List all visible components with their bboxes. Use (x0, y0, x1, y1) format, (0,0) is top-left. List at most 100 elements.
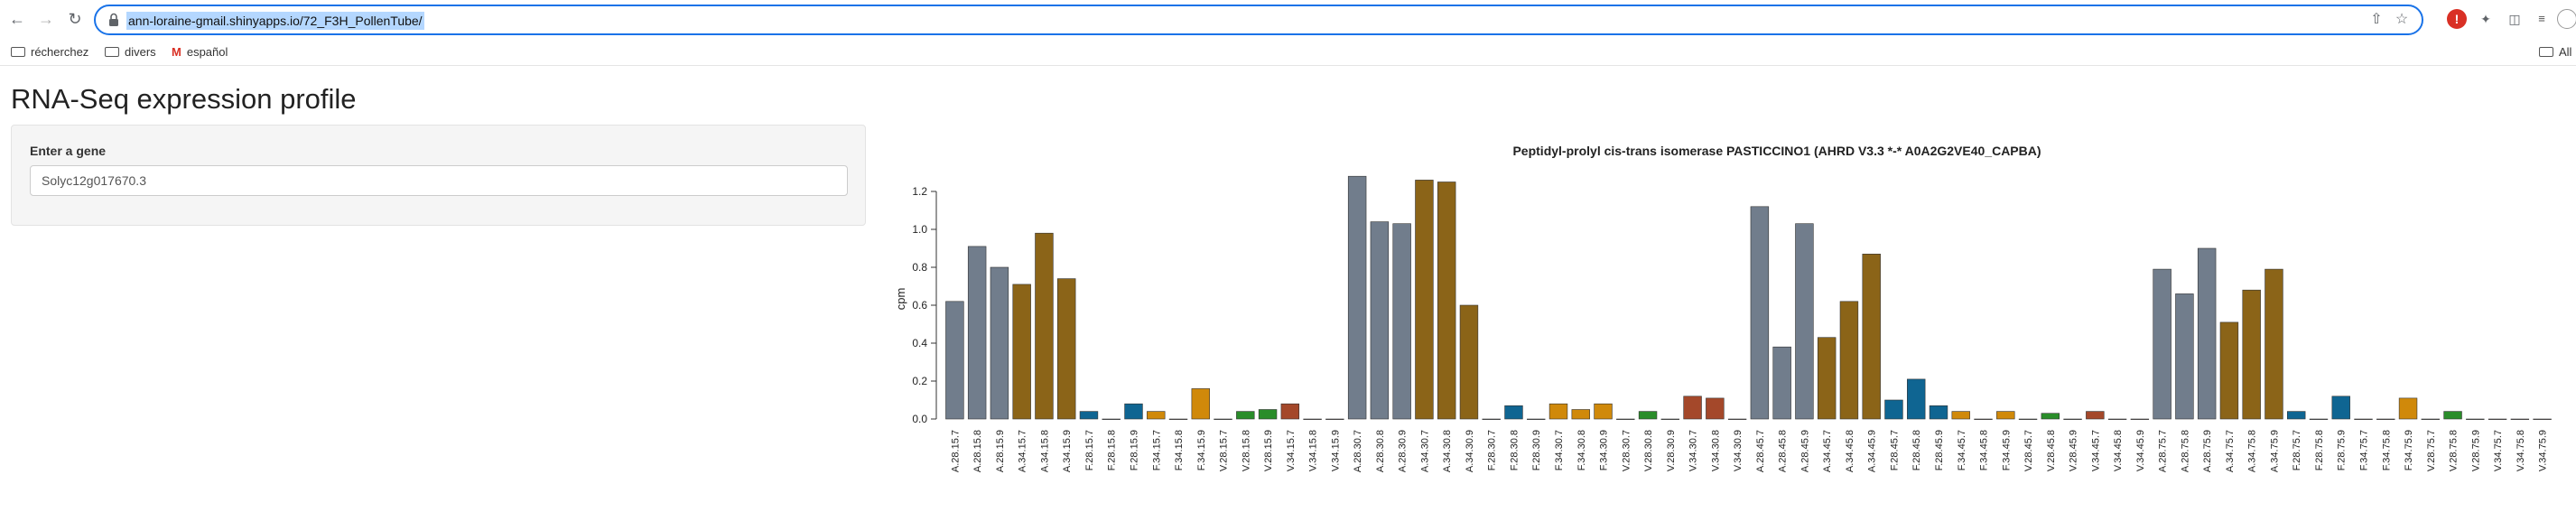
page-title: RNA-Seq expression profile (11, 83, 357, 115)
bookmark-star-icon[interactable]: ☆ (2395, 12, 2409, 27)
reading-list-icon[interactable]: ≡ (2538, 12, 2545, 25)
bar (2242, 289, 2261, 420)
x-tick-label: F.28.30.7 (1487, 430, 1498, 470)
bar (1236, 411, 1255, 420)
bar (1638, 411, 1658, 420)
bar (1214, 418, 1232, 420)
bar (1594, 403, 1613, 420)
bar (1795, 223, 1814, 420)
bar (2510, 418, 2530, 420)
x-tick-label: F.34.15.9 (1196, 430, 1207, 470)
back-icon[interactable]: ← (9, 10, 25, 28)
bar (1258, 409, 1278, 420)
x-tick-label: A.28.45.8 (1778, 430, 1789, 472)
bar (1012, 284, 1031, 420)
all-bookmarks[interactable]: All (2539, 43, 2571, 61)
x-tick-label: F.28.45.7 (1889, 430, 1900, 470)
y-tick-label: 1.0 (912, 223, 927, 236)
bar (1727, 418, 1747, 420)
x-tick-label: V.34.15.7 (1286, 430, 1297, 471)
bar (1459, 304, 1479, 420)
bar (2354, 418, 2373, 420)
share-icon[interactable]: ⇧ (2370, 12, 2383, 27)
x-tick-label: F.28.75.7 (2292, 430, 2302, 470)
x-tick-label: A.34.30.9 (1465, 430, 1475, 472)
side-panel-icon[interactable]: ◫ (2508, 12, 2521, 26)
x-tick-label: A.34.75.9 (2269, 430, 2280, 472)
address-bar[interactable]: ann-loraine-gmail.shinyapps.io/72_F3H_Po… (94, 5, 2423, 35)
bar (2041, 413, 2060, 420)
x-tick-label: V.34.15.8 (1308, 430, 1319, 471)
y-tick-label: 0.2 (912, 375, 927, 387)
bar (2398, 397, 2418, 420)
bar (1548, 403, 1568, 420)
bookmark-folder-recherchez[interactable]: récherchez (11, 43, 88, 61)
bar (2018, 418, 2038, 420)
extensions-puzzle-icon[interactable]: ✦ (2480, 12, 2491, 26)
x-tick-label: F.28.75.8 (2314, 430, 2325, 470)
x-tick-label: F.28.15.7 (1084, 430, 1095, 470)
x-tick-label: A.34.75.8 (2247, 430, 2258, 472)
reload-icon[interactable]: ↻ (68, 10, 82, 28)
url-text[interactable]: ann-loraine-gmail.shinyapps.io/72_F3H_Po… (126, 12, 424, 30)
x-tick-label: A.28.45.9 (1799, 430, 1810, 472)
x-tick-label: F.34.75.7 (2359, 430, 2370, 470)
x-tick-label: F.28.75.9 (2337, 430, 2348, 470)
x-tick-label: V.34.45.9 (2135, 430, 2146, 471)
bar (1102, 418, 1121, 420)
y-axis: 0.0 0.2 0.4 0.6 0.8 1.0 1.2 (912, 185, 937, 425)
x-tick-label: A.34.30.7 (1419, 430, 1430, 472)
extension-shield-icon[interactable]: ! (2447, 9, 2467, 29)
x-tick-label: A.34.15.8 (1039, 430, 1050, 472)
x-tick-label: F.28.45.9 (1934, 430, 1945, 470)
bar (2488, 418, 2507, 420)
y-tick-label: 0.4 (912, 337, 927, 349)
bar (1057, 278, 1076, 420)
bar (1079, 411, 1099, 420)
bar (2331, 396, 2350, 420)
bar (1035, 232, 1054, 420)
folder-icon (11, 47, 25, 57)
x-tick-label: V.28.30.7 (1621, 430, 1632, 471)
forward-icon[interactable]: → (38, 10, 54, 28)
bar (1415, 180, 1434, 420)
x-tick-label: V.28.45.8 (2046, 430, 2057, 471)
chart-title: Peptidyl-prolyl cis-trans isomerase PAST… (1512, 144, 2041, 158)
folder-icon (2539, 47, 2553, 57)
x-tick-label: A.28.75.7 (2158, 430, 2169, 472)
x-tick-label: F.34.15.8 (1174, 430, 1185, 470)
bookmark-label: español (186, 45, 228, 59)
bar (1370, 221, 1390, 420)
bar (2063, 418, 2082, 420)
avatar[interactable] (2557, 9, 2576, 29)
bar (1616, 418, 1635, 420)
x-tick-label: A.28.30.8 (1375, 430, 1386, 472)
bar (2287, 411, 2306, 420)
bar (1571, 409, 1590, 420)
x-tick-label: V.28.15.8 (1241, 430, 1251, 471)
browser-toolbar: ← → ↻ ann-loraine-gmail.shinyapps.io/72_… (0, 0, 2576, 40)
x-tick-label: V.34.45.8 (2113, 430, 2124, 471)
bookmark-folder-divers[interactable]: divers (105, 43, 156, 61)
bar (1437, 182, 1456, 420)
bar (1504, 405, 1523, 420)
gene-input[interactable] (30, 165, 848, 196)
x-tick-label: V.28.45.9 (2069, 430, 2079, 471)
x-tick-label: V.28.15.7 (1219, 430, 1230, 471)
gene-input-label: Enter a gene (30, 144, 107, 158)
bar (2466, 418, 2485, 420)
bar (2153, 268, 2171, 420)
x-tick-label: A.34.15.7 (1018, 430, 1028, 472)
lock-icon (109, 13, 118, 26)
x-tick-label: V.34.75.8 (2516, 430, 2526, 471)
x-tick-label: V.28.30.8 (1643, 430, 1654, 471)
x-tick-label: V.28.75.9 (2470, 430, 2481, 471)
x-tick-label: A.28.15.9 (995, 430, 1006, 472)
x-tick-label: F.28.30.8 (1509, 430, 1520, 470)
bar (1750, 206, 1770, 420)
bar (2197, 247, 2217, 420)
bar (1862, 254, 1881, 420)
expression-bar-chart: Peptidyl-prolyl cis-trans isomerase PAST… (894, 144, 2552, 472)
x-tick-label: V.34.30.7 (1688, 430, 1699, 471)
